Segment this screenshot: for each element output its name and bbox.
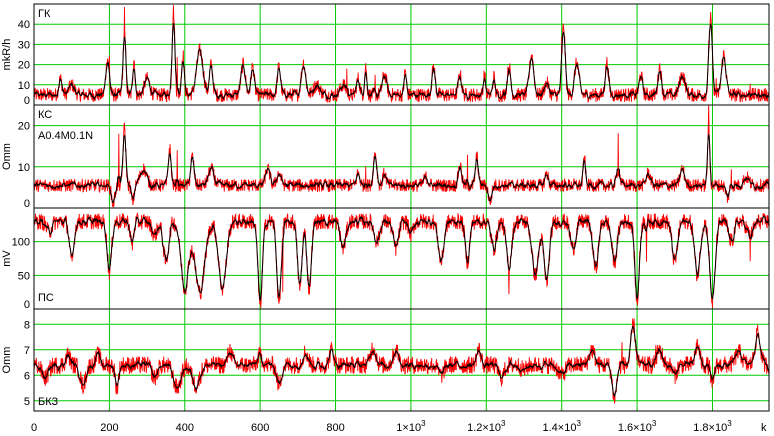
x-tick-label: 1×103 bbox=[396, 419, 426, 434]
y-tick-label: 7 bbox=[24, 345, 30, 357]
x-tick-label: 1.6×103 bbox=[618, 419, 657, 434]
x-tick-label: 0 bbox=[31, 422, 37, 434]
smoothed-curve bbox=[33, 134, 770, 204]
y-axis-label: Omm bbox=[1, 347, 13, 374]
x-tick-label: 200 bbox=[100, 422, 118, 434]
y-tick-label: 0 bbox=[24, 198, 30, 210]
smoothed-curve bbox=[33, 325, 770, 398]
panel-name: БКЗ bbox=[38, 396, 59, 408]
panel-3: 0 50 100 ПС mV bbox=[1, 207, 770, 311]
y-axis-label: mV bbox=[1, 250, 13, 267]
y-tick-label: 0 bbox=[24, 95, 30, 107]
raw-curve bbox=[33, 212, 770, 309]
panel-name: КС bbox=[38, 109, 52, 121]
x-tick-label: 1.8×103 bbox=[693, 419, 732, 434]
panel-frame bbox=[33, 3, 770, 106]
panel-2: 0 10 20 КС A0.4M0.1N Omm bbox=[1, 104, 770, 210]
x-tick-label: 800 bbox=[326, 422, 344, 434]
raw-curve bbox=[33, 104, 770, 208]
x-axis-label: k bbox=[761, 422, 767, 434]
y-tick-label: 10 bbox=[18, 80, 30, 92]
raw-curve bbox=[33, 5, 770, 104]
x-tick-label: 600 bbox=[251, 422, 269, 434]
x-tick-label: 1.4×103 bbox=[542, 419, 581, 434]
y-tick-label: 20 bbox=[18, 60, 30, 72]
log-panels: 0 10 20 30 40 ГК mkR/h 0 10 20 КС A0.4M0.1N Omm 0 50 10… bbox=[1, 3, 770, 412]
smoothed-curve bbox=[33, 215, 770, 302]
panel-frame bbox=[33, 104, 770, 209]
y-axis-label: mkR/h bbox=[1, 39, 13, 71]
panel-1: 0 10 20 30 40 ГК mkR/h bbox=[1, 3, 770, 107]
y-tick-label: 50 bbox=[18, 270, 30, 282]
y-tick-label: 100 bbox=[12, 237, 30, 249]
y-tick-label: 10 bbox=[18, 162, 30, 174]
y-tick-label: 20 bbox=[18, 121, 30, 133]
y-tick-label: 30 bbox=[18, 39, 30, 51]
panel-subtitle: A0.4M0.1N bbox=[38, 130, 93, 142]
x-tick-label: 1.2×103 bbox=[467, 419, 506, 434]
smoothed-curve bbox=[33, 23, 770, 101]
panel-4: 5 6 7 8 БКЗ Omm bbox=[1, 308, 770, 412]
y-tick-label: 40 bbox=[18, 19, 30, 31]
panel-name: ПС bbox=[38, 292, 54, 304]
panel-frame bbox=[33, 308, 770, 412]
raw-curve bbox=[33, 318, 770, 404]
panel-name: ГК bbox=[38, 8, 51, 20]
y-tick-label: 0 bbox=[24, 299, 30, 311]
y-tick-label: 5 bbox=[24, 396, 30, 408]
y-tick-label: 6 bbox=[24, 370, 30, 382]
y-tick-label: 8 bbox=[24, 319, 30, 331]
y-axis-label: Omm bbox=[1, 143, 13, 170]
x-axis: 0 200 400 600 800 1×103 1.2×103 1.4×103 1.6×103 1… bbox=[31, 419, 732, 434]
x-tick-label: 400 bbox=[176, 422, 194, 434]
